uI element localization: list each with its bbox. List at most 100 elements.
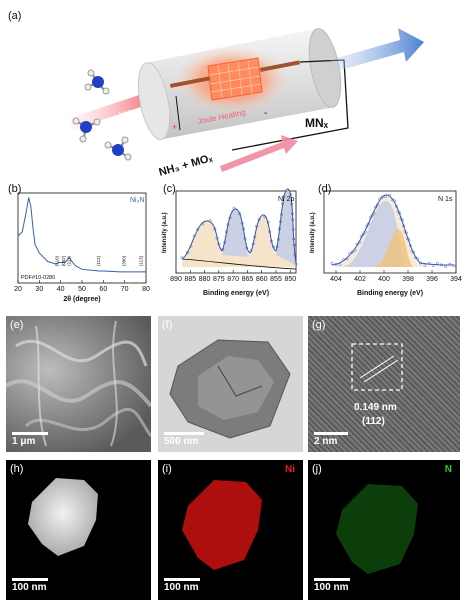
xrd-phase-label: Ni₃N bbox=[130, 197, 145, 204]
nh3-arrow-label: NH₃ bbox=[118, 107, 135, 120]
n1s-x-tick-label: 394 bbox=[450, 276, 462, 283]
ni2p-data-point bbox=[221, 247, 225, 251]
product-label: MNₓ bbox=[305, 116, 329, 130]
ni2p-data-point bbox=[253, 235, 257, 239]
lattice-line-2 bbox=[363, 359, 399, 383]
n1s-data-point bbox=[435, 261, 439, 265]
ni2p-data-point bbox=[290, 202, 294, 206]
ni2p-data-point bbox=[263, 215, 267, 219]
n1s-data-point bbox=[407, 238, 411, 242]
ni2p-data-point bbox=[242, 227, 246, 231]
ni2p-data-point bbox=[196, 228, 200, 232]
n1s-x-tick-label: 402 bbox=[354, 276, 366, 283]
ni2p-chart: 890 885 880 875 870 865 860 855 850 Ni 2p Bindin… bbox=[162, 188, 298, 297]
n1s-data-point bbox=[393, 199, 397, 203]
ni2p-data-point bbox=[213, 227, 217, 231]
n1s-data-point bbox=[367, 222, 371, 226]
nh3-molecule-1 bbox=[84, 69, 110, 95]
n1s-data-point bbox=[448, 262, 452, 266]
ni2p-data-point bbox=[251, 242, 255, 246]
ni2p-data-point bbox=[232, 206, 236, 210]
ni2p-data-point bbox=[282, 195, 286, 199]
ni2p-data-point bbox=[293, 253, 297, 257]
ni2p-data-points bbox=[180, 188, 298, 266]
xrd-x-tick-label: 80 bbox=[142, 286, 150, 293]
n1s-data-point bbox=[370, 213, 374, 217]
xrd-peak-label: (113) bbox=[139, 255, 144, 266]
ni2p-data-point bbox=[223, 241, 227, 244]
ni2p-x-tick-label: 850 bbox=[284, 276, 296, 283]
ni-element-label: Ni bbox=[285, 464, 295, 475]
ni2p-x-tick-label: 890 bbox=[170, 276, 182, 283]
panel-c-label: (c) bbox=[163, 183, 176, 195]
n1s-data-point bbox=[342, 258, 346, 262]
haadf-scale-text: 100 nm bbox=[12, 582, 47, 593]
ni2p-data-point bbox=[275, 245, 279, 249]
n1s-data-point bbox=[359, 234, 363, 238]
xrd-x-tick-label: 30 bbox=[35, 286, 43, 293]
plane-text: (112) bbox=[362, 416, 385, 427]
xrd-series-line bbox=[17, 197, 146, 273]
panel-a-label: (a) bbox=[8, 10, 22, 22]
ni2p-data-point bbox=[215, 236, 219, 240]
n1s-data-point bbox=[444, 265, 448, 269]
hrtem-overlay bbox=[351, 343, 403, 391]
ni2p-data-point bbox=[269, 239, 273, 243]
n1s-data-point bbox=[372, 211, 376, 215]
n1s-x-tick-label: 396 bbox=[426, 276, 438, 283]
n1s-data-point bbox=[348, 252, 352, 255]
xrd-peak-label: (111) bbox=[66, 256, 71, 266]
ni2p-x-tick-label: 885 bbox=[184, 276, 196, 283]
ni2p-data-point bbox=[285, 188, 289, 192]
n1s-data-point bbox=[350, 250, 354, 254]
n1s-data-points bbox=[330, 193, 456, 269]
n1s-data-point bbox=[376, 203, 379, 207]
d-spacing-text: 0.149 nm bbox=[354, 402, 397, 413]
ni2p-x-tick-label: 865 bbox=[242, 276, 254, 283]
n1s-data-point bbox=[412, 250, 416, 254]
panel-f-label: (f) bbox=[162, 319, 173, 331]
sem-scale-text: 1 μm bbox=[12, 436, 36, 447]
ni2p-data-point bbox=[224, 230, 228, 234]
n-element-label: N bbox=[444, 464, 452, 475]
hrtem-scale-text: 2 nm bbox=[314, 436, 338, 447]
n1s-data-point bbox=[410, 249, 414, 253]
n1s-data-point bbox=[388, 193, 391, 197]
ni2p-x-tick-label: 860 bbox=[256, 276, 268, 283]
left-electrode bbox=[170, 76, 211, 88]
right-electrode bbox=[260, 60, 301, 72]
ni2p-data-point bbox=[292, 243, 296, 247]
ni2p-data-point bbox=[279, 213, 283, 216]
ni2p-data-point bbox=[291, 227, 295, 231]
ni2p-data-point bbox=[245, 246, 249, 250]
ni2p-data-point bbox=[255, 224, 259, 228]
carbon-mesh bbox=[207, 57, 263, 101]
ni2p-data-point bbox=[276, 238, 280, 242]
ni2p-data-point bbox=[208, 219, 212, 223]
haadf-flake bbox=[28, 478, 98, 556]
reactor-schematic: NH₃ Joule Heating + - MNₓ NH₃ + MOₓ bbox=[70, 28, 424, 179]
n1s-data-point bbox=[396, 210, 400, 214]
n1s-x-tick-label: 404 bbox=[330, 276, 342, 283]
panel-i-label: (i) bbox=[162, 463, 172, 475]
n1s-title: N 1s bbox=[438, 196, 453, 203]
xrd-peak-label: (112) bbox=[96, 255, 101, 266]
xrd-peak-label: (002) bbox=[61, 255, 66, 266]
n1s-data-point bbox=[363, 230, 367, 234]
ni2p-x-tick-label: 875 bbox=[213, 276, 225, 283]
panel-j-label: (j) bbox=[312, 463, 322, 475]
ni2p-data-point bbox=[243, 237, 247, 241]
ni-scale-text: 100 nm bbox=[164, 582, 199, 593]
ni2p-plot-frame bbox=[175, 190, 297, 274]
n1s-data-point bbox=[380, 195, 384, 199]
ni2p-data-point bbox=[294, 262, 298, 266]
n1s-data-point bbox=[414, 256, 418, 260]
nh3-molecule-3 bbox=[104, 136, 132, 161]
n1s-data-point bbox=[427, 261, 431, 265]
panel-e-label: (e) bbox=[10, 319, 24, 331]
ni-eds-map: (i) Ni 100 nm bbox=[158, 460, 303, 600]
ni2p-data-point bbox=[291, 218, 295, 222]
ni2p-data-point bbox=[278, 220, 282, 224]
n1s-data-point bbox=[357, 240, 361, 244]
xrd-peak-label: (300) bbox=[122, 255, 127, 266]
